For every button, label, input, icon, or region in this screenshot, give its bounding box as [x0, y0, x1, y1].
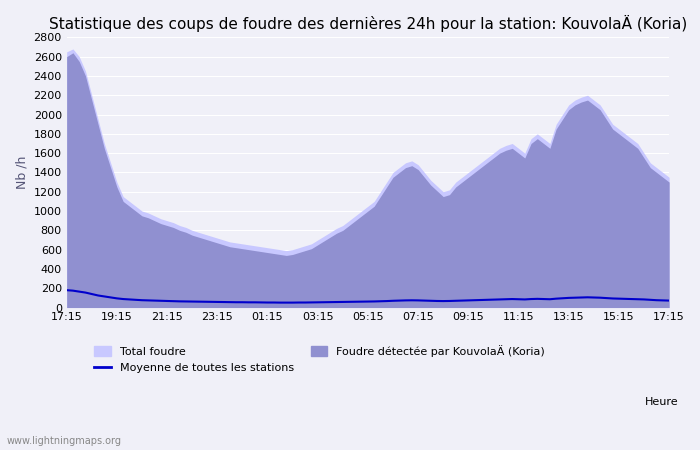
Text: www.lightningmaps.org: www.lightningmaps.org: [7, 436, 122, 446]
Text: Heure: Heure: [645, 397, 679, 407]
Y-axis label: Nb /h: Nb /h: [15, 156, 28, 189]
Title: Statistique des coups de foudre des dernières 24h pour la station: KouvolaÄ (Kor: Statistique des coups de foudre des dern…: [49, 15, 687, 32]
Legend: Total foudre, Moyenne de toutes les stations, Foudre détectée par KouvolaÄ (Kori: Total foudre, Moyenne de toutes les stat…: [90, 341, 550, 378]
